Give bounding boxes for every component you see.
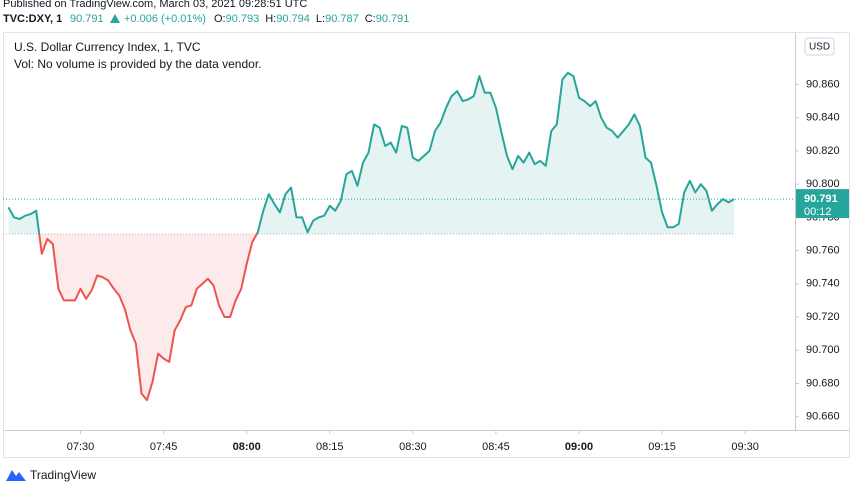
currency-button[interactable] [804, 37, 835, 56]
price-tag [796, 189, 849, 219]
area [8, 72, 735, 401]
price-tag-value: 90.791 [804, 193, 838, 205]
y-tick-label: 90.840 [806, 112, 840, 124]
y-tick-label: 90.760 [806, 245, 840, 257]
published-note: Published on TradingView.com, March 03, … [3, 0, 307, 10]
x-tick-label: 09:15 [648, 441, 676, 453]
last-price: 90.791 [70, 13, 104, 25]
x-tick-label: 08:45 [482, 441, 510, 453]
ohlc-label: H: [265, 13, 276, 25]
ohlc-value: 90.791 [376, 13, 410, 25]
x-tick-label: 09:30 [731, 441, 759, 453]
x-tick-label: 08:15 [316, 441, 344, 453]
symbol-header: TVC:DXY, 1 90.791 +0.006 (+0.01%) O: 90.7… [3, 13, 409, 25]
ohlc-label: C: [365, 13, 376, 25]
currency-label: USD [809, 42, 830, 53]
change: +0.006 (+0.01%) [124, 13, 206, 25]
chart-frame [3, 32, 850, 458]
x-tick-label: 08:00 [233, 441, 261, 453]
y-tick-label: 90.660 [806, 411, 840, 423]
up-arrow [110, 14, 120, 23]
chart-title: U.S. Dollar Currency Index, 1, TVC [14, 40, 201, 54]
ohlc-label: L: [316, 13, 325, 25]
ohlc-label: O: [214, 13, 226, 25]
brand: TradingView [30, 468, 96, 482]
chart-subtitle: Vol: No volume is provided by the data v… [14, 57, 261, 71]
ohlc-value: 90.787 [325, 13, 359, 25]
x-tick-label: 09:00 [565, 441, 593, 453]
logo-icon [6, 470, 26, 481]
y-tick-label: 90.820 [806, 145, 840, 157]
ohlc-value: 90.793 [226, 13, 260, 25]
y-tick-label: 90.860 [806, 78, 840, 90]
y-tick-label: 90.700 [806, 344, 840, 356]
x-tick-label: 08:30 [399, 441, 427, 453]
y-tick-label: 90.800 [806, 178, 840, 190]
price-line [7, 71, 735, 402]
x-tick-label: 07:30 [67, 441, 95, 453]
ohlc-value: 90.794 [276, 13, 310, 25]
y-tick-label: 90.680 [806, 377, 840, 389]
y-tick-label: 90.740 [806, 278, 840, 290]
price-tag-countdown: 00:12 [804, 206, 832, 218]
symbol: TVC:DXY, 1 [3, 13, 62, 25]
footer-logo [6, 470, 26, 481]
x-tick-label: 07:45 [150, 441, 178, 453]
y-tick-label: 90.720 [806, 311, 840, 323]
